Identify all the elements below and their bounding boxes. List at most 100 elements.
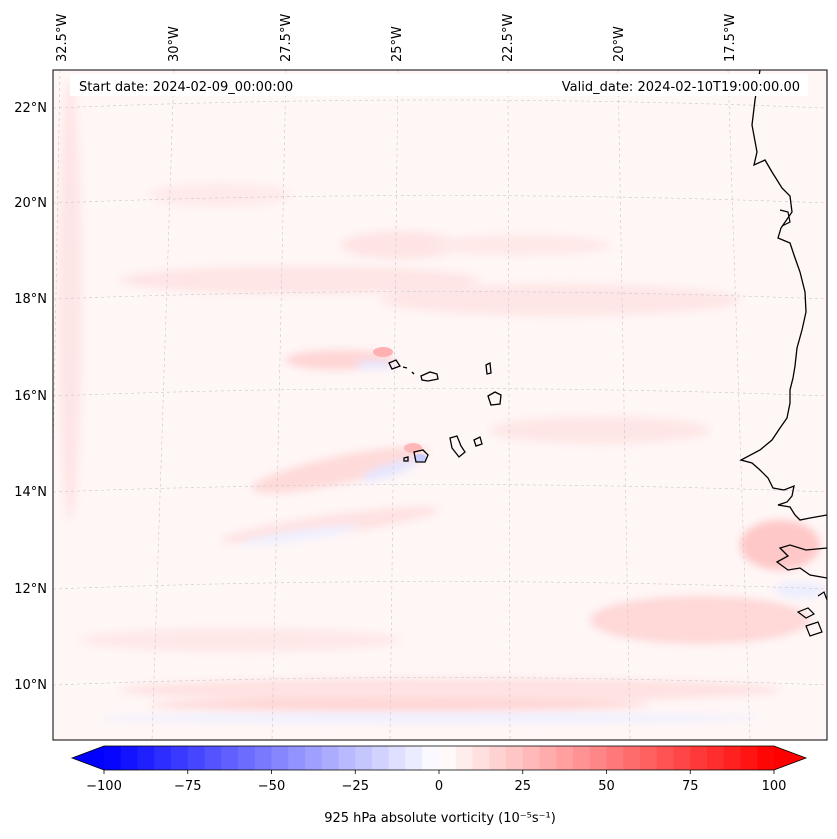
lon-label: 32.5°W: [55, 14, 70, 62]
lat-label: 12°N: [14, 582, 47, 597]
colorbar-tick-label: −50: [258, 779, 285, 794]
colorbar-segment: [573, 746, 591, 770]
vorticity-field: [58, 80, 825, 723]
colorbar-segment: [405, 746, 423, 770]
positive-vorticity-area: [430, 235, 610, 255]
latitude-labels: 22°N 20°N 18°N 16°N 14°N 12°N 10°N: [14, 101, 47, 693]
map-border: [52, 69, 828, 741]
negative-vorticity-area: [775, 582, 825, 598]
colorbar-segment: [321, 746, 340, 770]
negative-vorticity-area: [355, 361, 395, 369]
lat-label: 16°N: [14, 389, 47, 404]
colorbar-segment: [338, 746, 356, 770]
colorbar-tick-label: 0: [435, 779, 443, 794]
positive-vorticity-area: [490, 416, 710, 444]
map-panel: [53, 70, 827, 740]
colorbar-segment: [271, 746, 289, 770]
start-date-label: Start date: 2024-02-09_00:00:00: [79, 80, 293, 95]
africa-coastline: [775, 544, 827, 579]
colorbar-segment: [723, 746, 742, 770]
colorbar-segment: [489, 746, 507, 770]
colorbar-segment: [522, 746, 541, 770]
positive-vorticity-area: [120, 266, 480, 294]
positive-vorticity-area: [380, 284, 740, 316]
positive-vorticity-area: [340, 231, 460, 259]
colorbar-segment: [372, 746, 390, 770]
lat-label: 10°N: [14, 678, 47, 693]
lat-label: 20°N: [14, 196, 47, 211]
colorbar-segment: [472, 746, 490, 770]
lon-label: 17.5°W: [723, 14, 738, 62]
colorbar-tick-label: 50: [598, 779, 615, 794]
positive-vorticity-peak: [404, 443, 422, 453]
colorbar-segment: [422, 746, 440, 770]
info-band: [70, 74, 808, 96]
cape-verde-islands: [388, 359, 502, 463]
colorbar-label: 925 hPa absolute vorticity (10⁻⁵s⁻¹): [324, 811, 556, 826]
positive-vorticity-peak: [373, 347, 393, 357]
lon-label: 22.5°W: [501, 14, 516, 62]
colorbar-segment: [187, 746, 206, 770]
lat-label: 14°N: [14, 485, 47, 500]
longitude-labels: 32.5°W 30°W 27.5°W 25°W 22.5°W 20°W 17.5…: [55, 14, 738, 62]
lon-label: 30°W: [167, 26, 182, 62]
positive-vorticity-area: [150, 183, 290, 207]
colorbar-segment: [238, 746, 256, 770]
valid-date-label: Valid_date: 2024-02-10T19:00:00.00: [562, 80, 800, 95]
positive-vorticity-area: [120, 678, 780, 702]
colorbar-segment: [656, 746, 675, 770]
colorbar-segment: [221, 746, 239, 770]
colorbar-segment: [740, 746, 758, 770]
colorbar-tick-label: 75: [682, 779, 699, 794]
colorbar-segment: [171, 746, 189, 770]
colorbar-segment: [757, 746, 775, 770]
lon-label: 27.5°W: [279, 14, 294, 62]
colorbar-tick-label: 100: [762, 779, 787, 794]
graticule: [53, 70, 827, 740]
colorbar-ticks: −100 −75 −50 −25 0 25 50 75 100: [86, 770, 786, 794]
negative-vorticity-area: [100, 713, 760, 723]
colorbar-tick-label: −100: [86, 779, 122, 794]
lon-label: 25°W: [390, 26, 405, 62]
positive-vorticity-area: [150, 699, 650, 711]
positive-vorticity-area: [740, 520, 820, 570]
negative-vorticity-peak: [414, 454, 426, 462]
positive-vorticity-area: [58, 80, 82, 520]
negative-vorticity-area: [240, 525, 360, 545]
colorbar-segment: [589, 746, 608, 770]
colorbar-segment: [388, 746, 407, 770]
colorbar-tick-label: 25: [514, 779, 531, 794]
colorbar-segment: [640, 746, 658, 770]
africa-coastline: [739, 70, 827, 521]
colorbar-tick-label: −75: [174, 779, 201, 794]
colorbar-segment: [623, 746, 641, 770]
colorbar-segment: [606, 746, 624, 770]
lat-label: 22°N: [14, 101, 47, 116]
lon-label: 20°W: [612, 26, 627, 62]
colorbar-segment: [506, 746, 524, 770]
colorbar-extend-min: [72, 746, 104, 770]
colorbar-segment: [204, 746, 222, 770]
positive-vorticity-area: [590, 596, 810, 644]
colorbar-segment: [556, 746, 574, 770]
colorbar-segment: [137, 746, 155, 770]
colorbar-segment: [455, 746, 474, 770]
colorbar-segment: [305, 746, 323, 770]
positive-vorticity-area: [251, 446, 429, 494]
coast-inlet: [779, 209, 791, 227]
colorbar: −100 −75 −50 −25 0 25 50 75 100 925 hPa absolute…: [70, 745, 808, 826]
positive-vorticity-area: [80, 628, 400, 652]
colorbar-tick-label: −25: [342, 779, 369, 794]
colorbar-segment: [539, 746, 557, 770]
colorbar-segment: [288, 746, 306, 770]
colorbar-extend-max: [774, 746, 806, 770]
colorbar-segment: [355, 746, 373, 770]
lat-label: 18°N: [14, 292, 47, 307]
negative-vorticity-area: [361, 459, 419, 481]
colorbar-segment: [673, 746, 691, 770]
colorbar-segment: [690, 746, 708, 770]
colorbar-segment: [154, 746, 172, 770]
colorbar-segments: [104, 746, 775, 770]
coast-islands: [796, 591, 827, 637]
